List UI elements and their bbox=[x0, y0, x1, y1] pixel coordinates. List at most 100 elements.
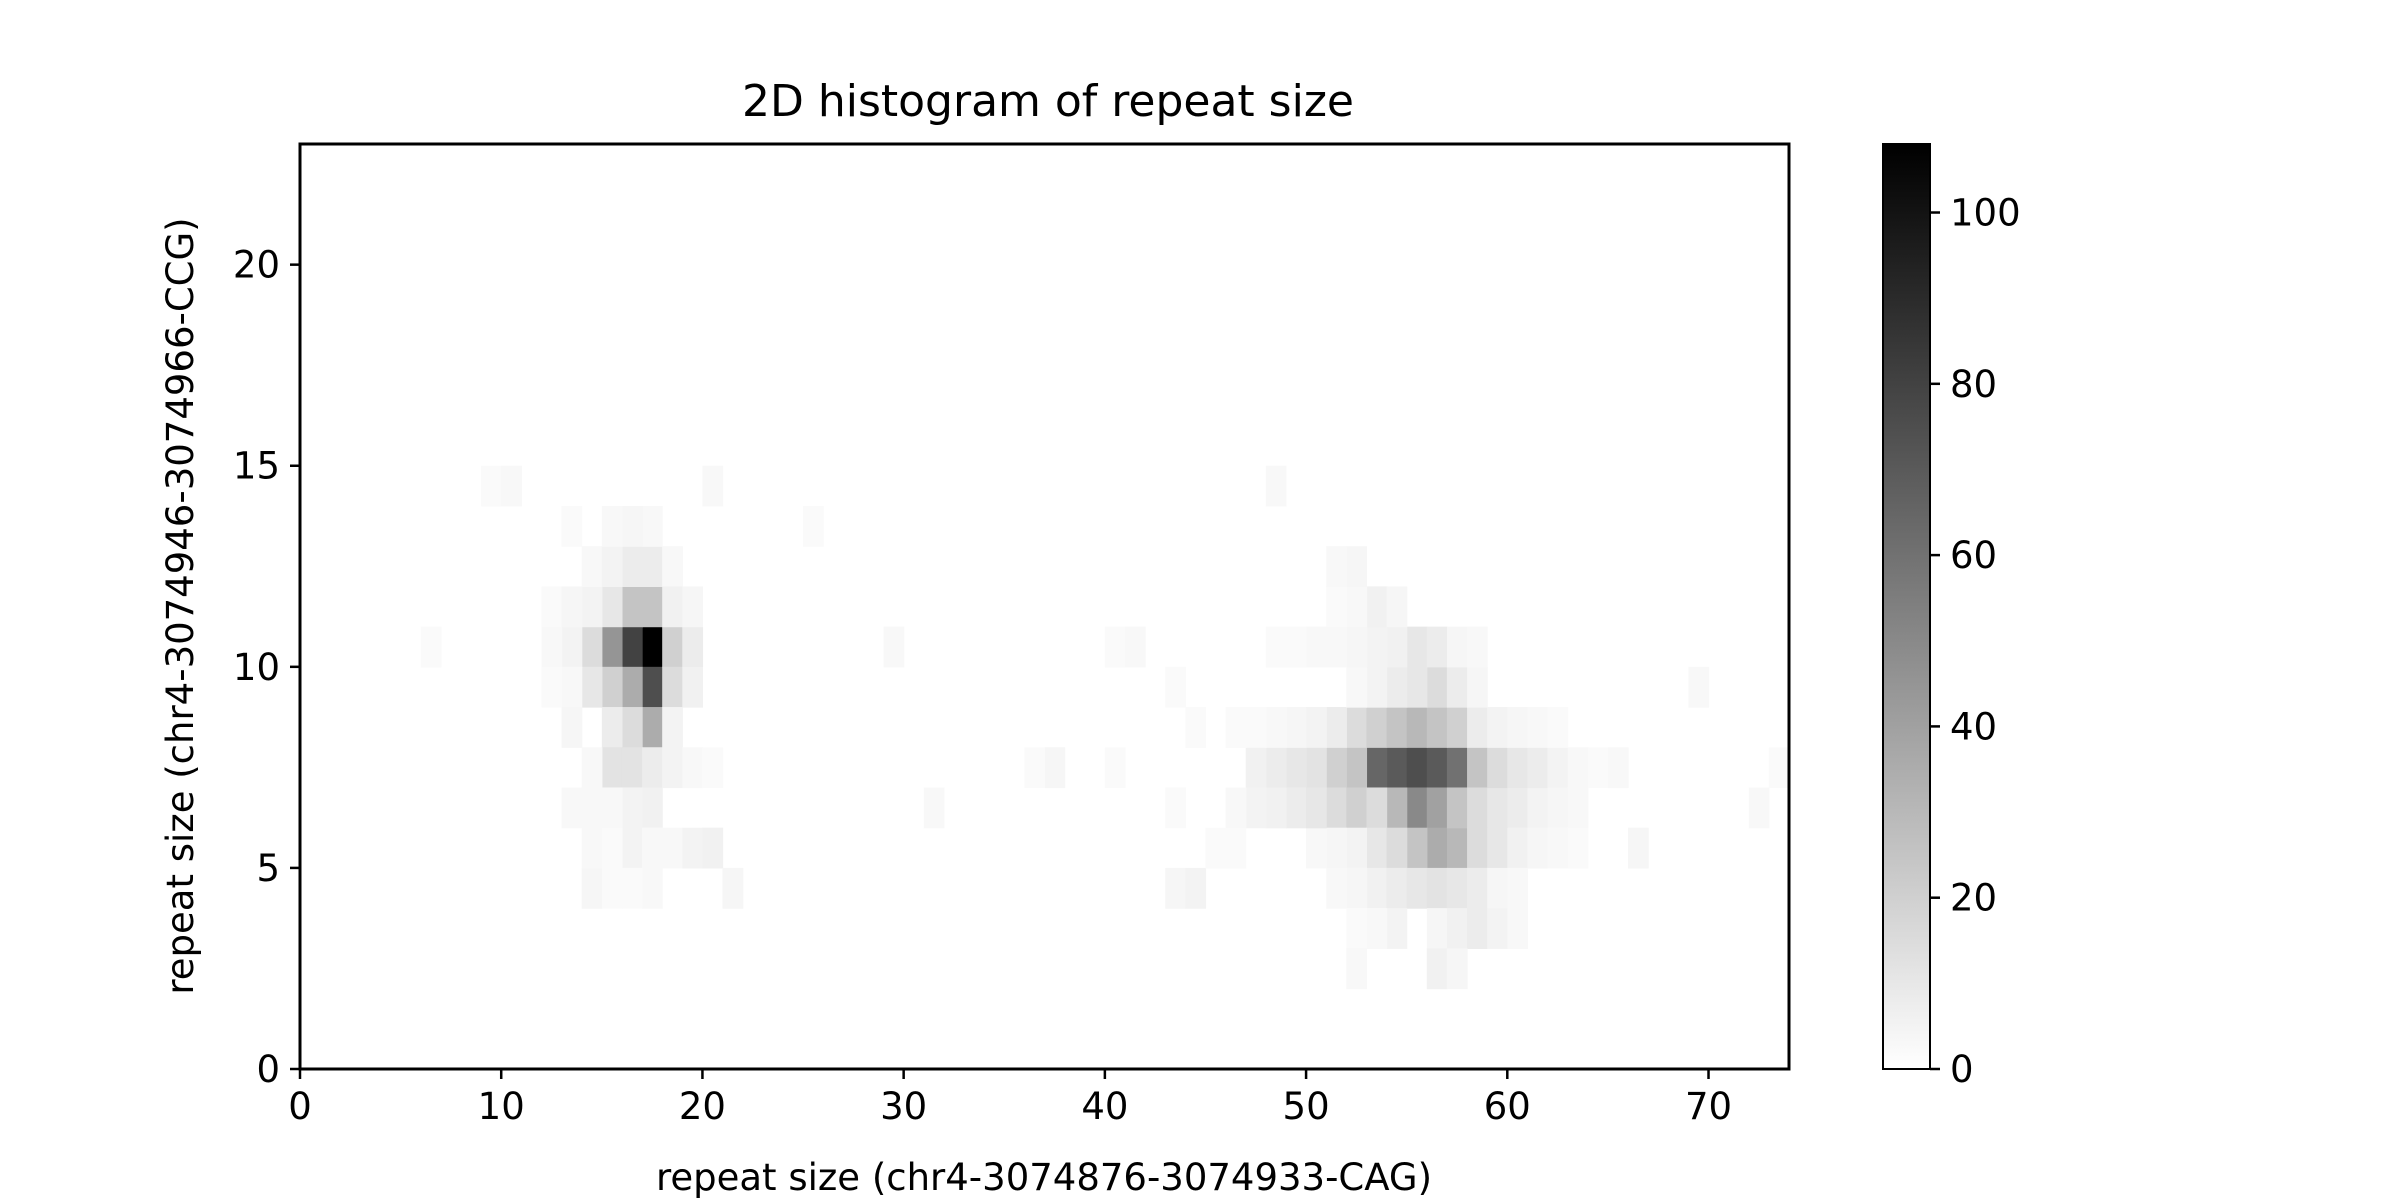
heatmap-cell bbox=[642, 747, 663, 789]
heatmap-cell bbox=[1426, 747, 1448, 789]
heatmap-cell bbox=[642, 867, 663, 909]
heatmap-cell bbox=[642, 505, 663, 547]
heatmap-cell bbox=[1446, 787, 1468, 829]
heatmap-cell bbox=[581, 867, 603, 909]
heatmap-cell bbox=[1547, 827, 1569, 869]
heatmap-cell bbox=[1587, 747, 1609, 789]
heatmap-cell bbox=[702, 827, 724, 869]
heatmap-cell bbox=[1346, 546, 1368, 587]
heatmap-cell bbox=[1245, 787, 1267, 829]
x-axis-label: repeat size (chr4-3074876-3074933-CAG) bbox=[656, 1156, 1432, 1199]
heatmap-cell bbox=[803, 505, 824, 547]
heatmap-cell bbox=[1366, 867, 1388, 909]
heatmap-cell bbox=[1487, 707, 1508, 748]
heatmap-cell bbox=[1467, 908, 1488, 949]
x-tick-label: 70 bbox=[1685, 1085, 1732, 1128]
heatmap-cell bbox=[682, 586, 704, 628]
heatmap-cell bbox=[1688, 666, 1710, 708]
colorbar-gradient bbox=[1883, 144, 1930, 1069]
heatmap-cell bbox=[1446, 707, 1468, 748]
heatmap-cell bbox=[1285, 626, 1307, 668]
heatmap-cell bbox=[1346, 707, 1368, 748]
heatmap-cell bbox=[561, 505, 583, 547]
heatmap-cell bbox=[1346, 747, 1368, 789]
colorbar-tick-label: 0 bbox=[1950, 1048, 1974, 1091]
heatmap-cell bbox=[1467, 747, 1488, 789]
y-tick-label: 20 bbox=[233, 244, 280, 287]
heatmap-cell bbox=[1265, 626, 1287, 668]
heatmap-cell bbox=[1165, 787, 1186, 829]
heatmap-cell bbox=[1165, 666, 1186, 708]
heatmap-cell bbox=[1467, 707, 1488, 748]
x-axis-ticks: 0 10 20 30 40 50 60 70 bbox=[288, 1069, 1732, 1128]
heatmap-cell bbox=[1285, 747, 1307, 789]
colorbar-frame bbox=[1882, 143, 1931, 1070]
x-tick-label: 60 bbox=[1484, 1085, 1531, 1128]
heatmap-cell bbox=[1527, 787, 1549, 829]
heatmap-cell bbox=[1366, 787, 1388, 829]
heatmap-cell bbox=[1104, 626, 1126, 668]
heatmap-cell bbox=[1426, 666, 1448, 708]
heatmap-cell bbox=[621, 586, 643, 628]
y-tick-label: 5 bbox=[256, 847, 280, 890]
x-tick-label: 50 bbox=[1283, 1085, 1330, 1128]
heatmap-cell bbox=[621, 505, 643, 547]
heatmap-cell bbox=[601, 867, 623, 909]
heatmap-cell bbox=[581, 626, 603, 668]
heatmap-cell bbox=[642, 827, 663, 869]
heatmap-cell bbox=[1547, 707, 1569, 748]
heatmap-cell bbox=[1467, 867, 1488, 909]
heatmap-cell bbox=[1426, 626, 1448, 668]
heatmap-cell bbox=[1467, 827, 1488, 869]
heatmap-cell bbox=[581, 827, 603, 869]
heatmap-cell bbox=[561, 586, 583, 628]
heatmap-cell bbox=[1467, 787, 1488, 829]
heatmap-cell bbox=[1487, 908, 1508, 949]
heatmap-cell bbox=[1245, 747, 1267, 789]
heatmap-cell bbox=[682, 626, 704, 668]
heatmap-cell bbox=[1245, 707, 1267, 748]
heatmap-cell bbox=[662, 666, 683, 708]
heatmap-cell bbox=[1185, 707, 1207, 748]
heatmap-cell bbox=[642, 787, 663, 829]
x-tick-label: 40 bbox=[1081, 1085, 1128, 1128]
colorbar-tick-label: 100 bbox=[1950, 192, 2021, 235]
heatmap-cell bbox=[1366, 586, 1388, 628]
heatmap-cell bbox=[642, 707, 663, 748]
heatmap-cell bbox=[1165, 867, 1186, 909]
heatmap-cell bbox=[1426, 787, 1448, 829]
heatmap-cell bbox=[1346, 948, 1368, 990]
heatmap-cell bbox=[1446, 867, 1468, 909]
heatmap-cell bbox=[561, 787, 583, 829]
heatmap-cell bbox=[581, 666, 603, 708]
heatmap-cell bbox=[541, 626, 563, 668]
heatmap-cell bbox=[1547, 787, 1569, 829]
heatmap-cell bbox=[1346, 827, 1368, 869]
heatmap-cell bbox=[1366, 827, 1388, 869]
heatmap-cell bbox=[1265, 747, 1287, 789]
heatmap-cell bbox=[541, 586, 563, 628]
heatmap-cell bbox=[1306, 827, 1327, 869]
heatmap-cell bbox=[601, 626, 623, 668]
heatmap-cell bbox=[1527, 827, 1549, 869]
heatmap-cell bbox=[1426, 948, 1448, 990]
heatmap-cell bbox=[1306, 787, 1327, 829]
heatmap-cell bbox=[1567, 747, 1589, 789]
heatmap-cell bbox=[1507, 787, 1529, 829]
heatmap-cell bbox=[1386, 707, 1408, 748]
heatmap-cell bbox=[662, 546, 683, 587]
heatmap-cell bbox=[420, 626, 442, 668]
heatmap-cell bbox=[1446, 908, 1468, 949]
x-tick-label: 30 bbox=[880, 1085, 927, 1128]
heatmap-cell bbox=[621, 666, 643, 708]
heatmap-cell bbox=[722, 867, 744, 909]
heatmap-cell bbox=[1346, 867, 1368, 909]
heatmap-cell bbox=[1406, 747, 1428, 789]
heatmap-cell bbox=[601, 666, 623, 708]
heatmap-cell bbox=[1567, 827, 1589, 869]
heatmap-cell bbox=[1406, 867, 1428, 909]
heatmap-cell bbox=[1346, 666, 1368, 708]
heatmap-cell bbox=[1426, 827, 1448, 869]
heatmap-cell bbox=[1326, 747, 1347, 789]
heatmap-cell bbox=[682, 827, 704, 869]
